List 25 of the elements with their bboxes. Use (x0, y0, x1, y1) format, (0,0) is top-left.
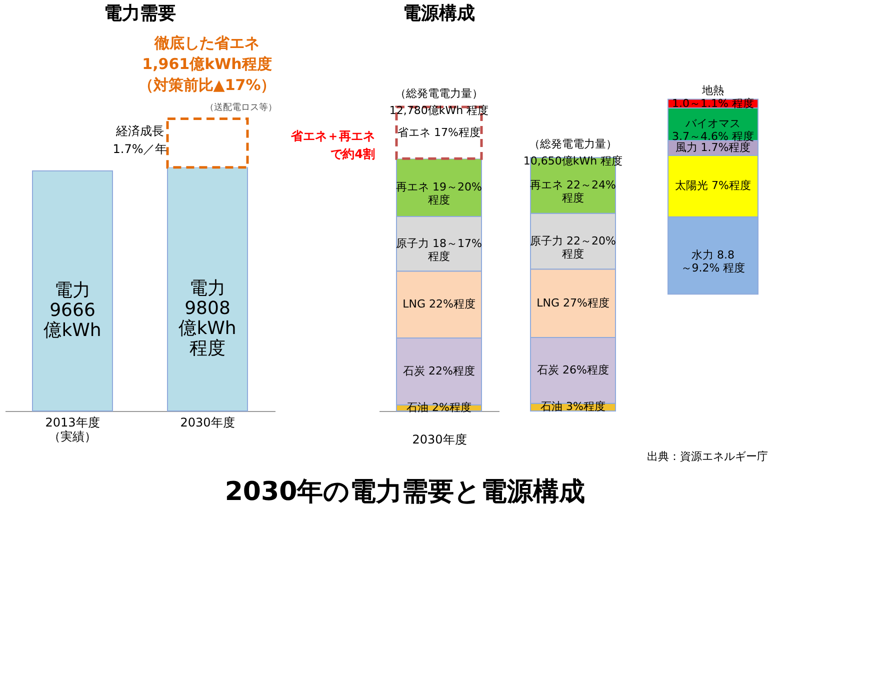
text: 省エネ＋再エネで約4割 (290, 129, 375, 161)
data-label: 石炭 26%程度 (537, 363, 609, 376)
data-label: LNG 22%程度 (402, 298, 476, 311)
data-label: 電力 9808 億kWh 程度 (178, 278, 236, 360)
text: （送配電ロス等） (205, 102, 277, 113)
data-label: 水力 8.8 ～9.2% 程度 (680, 248, 746, 274)
chart-title: 電力需要 (104, 3, 176, 24)
text: 2030年の電力需要と電源構成 (224, 477, 586, 507)
data-label: 地熱 1.0～1.1% 程度 (672, 84, 754, 110)
data-label: 太陽光 7%程度 (675, 179, 751, 192)
source-note: 出典：資源エネルギー庁 (647, 450, 768, 463)
data-label: 電力 9666 億kWh (44, 280, 102, 341)
data-label: 風力 1.7%程度 (675, 140, 751, 154)
data-label: 石炭 22%程度 (403, 364, 475, 378)
data-label: 石油 3%程度 (540, 400, 606, 414)
annotation: 経済成長 1.7%／年 (112, 124, 168, 156)
text: 徹底した省エネ1,961億kWh程度（対策前比▲17%） (138, 34, 276, 94)
chart-title: 電源構成 (403, 3, 475, 24)
x-axis-title: 2030年度 (412, 432, 467, 446)
data-label: 原子力 22～20% 程度 (530, 234, 616, 260)
data-label: 原子力 18～17% 程度 (396, 236, 482, 263)
data-label: 省エネ 17%程度 (398, 126, 480, 139)
x-tick-label: 2013年度（実績） (45, 416, 100, 444)
annotation: （総発電電力量） 12,780億kWh 程度 (389, 87, 489, 117)
data-label: LNG 27%程度 (536, 296, 610, 310)
